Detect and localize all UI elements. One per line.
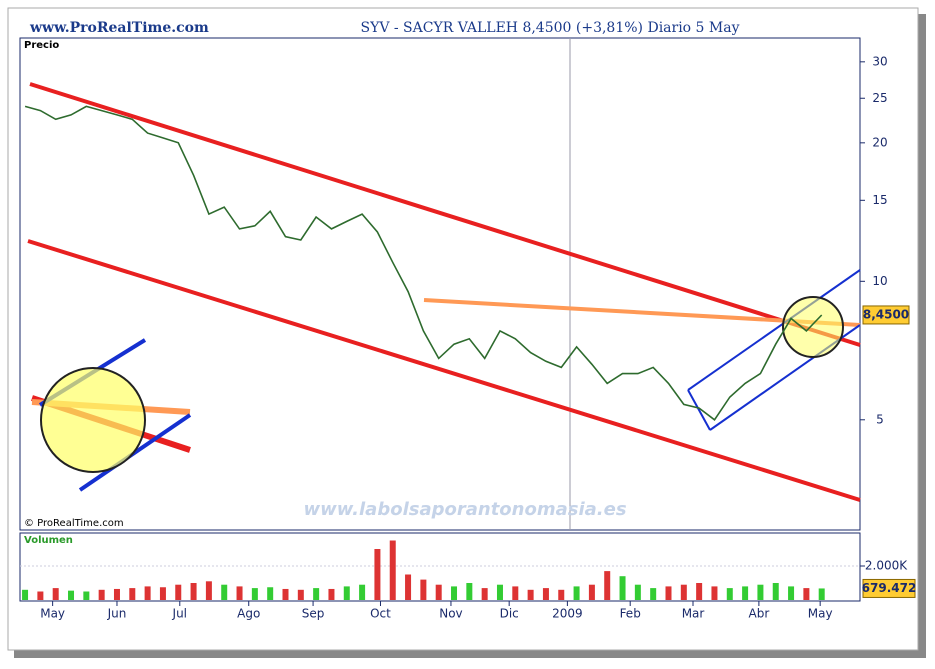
y-tick-label: 10 (872, 274, 887, 288)
volume-bar (175, 584, 182, 600)
volume-bar (251, 588, 258, 600)
x-tick-label: Ago (237, 607, 260, 621)
volume-bar (619, 576, 626, 600)
volume-bar (496, 584, 503, 600)
volume-bar (313, 588, 320, 600)
volume-bar (481, 588, 488, 600)
volume-bar (466, 583, 473, 600)
volume-bar (542, 588, 549, 600)
y-tick-label: 30 (872, 54, 887, 68)
volume-bar (221, 584, 228, 600)
volume-bar (558, 589, 565, 600)
y-tick-label: 15 (872, 193, 887, 207)
volume-bar (818, 588, 825, 600)
x-tick-label: Jun (107, 607, 127, 621)
volume-bar (144, 586, 151, 600)
volume-bar (159, 587, 166, 600)
volume-bar (37, 591, 44, 600)
volume-bar (52, 588, 59, 600)
volume-bar (451, 586, 458, 600)
x-tick-label: Feb (620, 607, 641, 621)
volume-bar (588, 584, 595, 600)
volume-bar (420, 579, 427, 600)
y-tick-label: 20 (872, 135, 887, 149)
volume-bar (389, 540, 396, 600)
last-price-label: 8,4500 (863, 307, 909, 321)
price-panel (19, 37, 861, 531)
volume-bar (98, 589, 105, 600)
volume-bar (267, 587, 274, 600)
site: www.ProRealTime.com (29, 20, 209, 36)
volume-bar (788, 586, 795, 600)
volume-bar (512, 586, 519, 600)
volume-bar (527, 589, 534, 600)
last-volume-box (862, 578, 916, 598)
x-tick-label: Sep (302, 607, 325, 621)
volume-bar (205, 581, 212, 600)
volume-bar (129, 588, 136, 600)
volume-bar (680, 584, 687, 600)
price-line (24, 105, 823, 421)
volume-bar (665, 586, 672, 600)
volume-bar (22, 589, 29, 600)
volume-bar (190, 583, 197, 600)
volume-bar (236, 586, 243, 600)
volume-bar (435, 584, 442, 600)
volume-bar (772, 583, 779, 600)
volume-bar (297, 589, 304, 600)
panel-title: Precio (24, 40, 59, 51)
annotations (24, 82, 861, 502)
watermark: www.labolsaporantonomasia.es (303, 499, 626, 520)
volume-bar (803, 588, 810, 600)
volume-bar (742, 586, 749, 600)
volume-bar (405, 574, 412, 600)
volume-bar (573, 586, 580, 600)
volume-bar (83, 591, 90, 600)
volume-bar (634, 584, 641, 600)
x-tick-label: Abr (749, 607, 770, 621)
x-tick-label: Nov (439, 607, 462, 621)
panel-title: Volumen (24, 535, 73, 546)
x-tick-label: Dic (500, 607, 519, 621)
last-volume-label: 679.472 (862, 581, 917, 595)
x-tick-label: Oct (370, 607, 391, 621)
y-tick-label: 2.000K (865, 559, 908, 573)
volume-bar (711, 586, 718, 600)
volume-bar (343, 586, 350, 600)
volume-bar (359, 584, 366, 600)
volume-bar (757, 584, 764, 600)
volume-bar (650, 588, 657, 600)
volume-bar (282, 588, 289, 600)
y-tick-label: 25 (872, 91, 887, 105)
title: SYV - SACYR VALLEH 8,4500 (+3,81%) Diari… (360, 20, 739, 36)
copyright: © ProRealTime.com (24, 518, 124, 529)
x-tick-label: May (40, 607, 65, 621)
last-price-box (862, 305, 910, 325)
x-tick-label: May (808, 607, 833, 621)
volume-bar (68, 590, 75, 600)
volume-bar (726, 588, 733, 600)
volume-bar (696, 583, 703, 600)
volume-bar (328, 588, 335, 600)
volume-bar (374, 549, 381, 600)
x-tick-label: 2009 (552, 607, 583, 621)
volume-bar (113, 588, 120, 600)
volume-bar (604, 571, 611, 600)
y-tick-label: 5 (876, 412, 884, 426)
x-tick-label: Jul (172, 607, 187, 621)
x-tick-label: Mar (682, 607, 705, 621)
